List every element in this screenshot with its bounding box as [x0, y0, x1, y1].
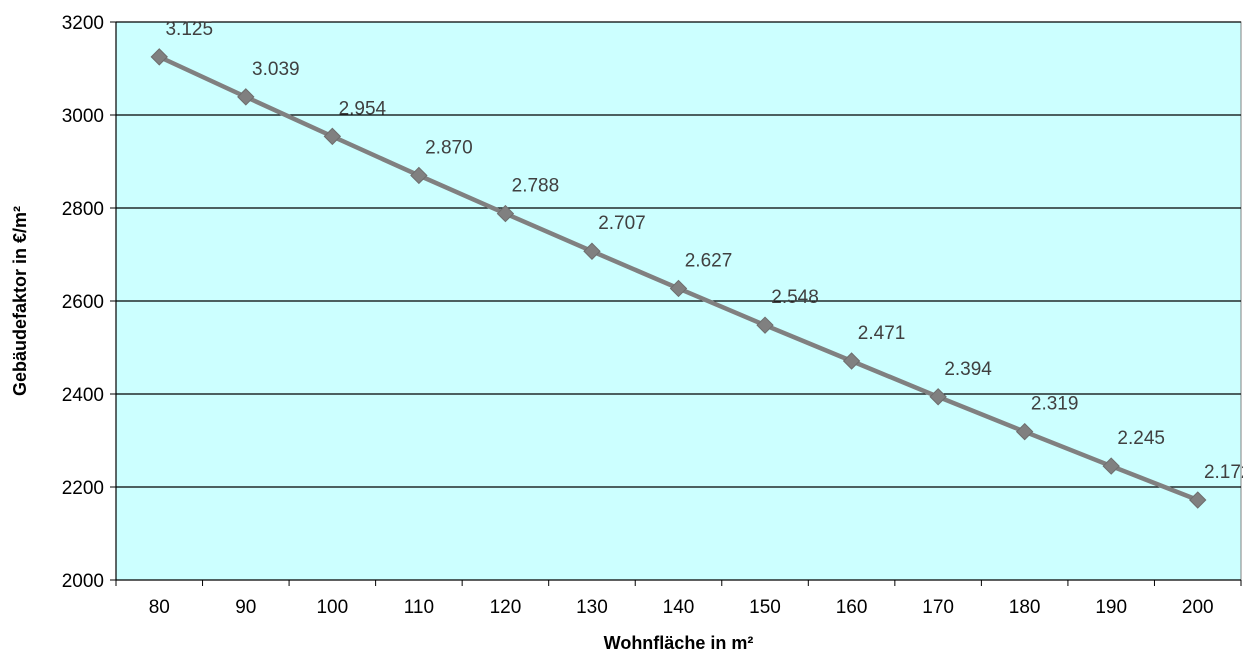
x-axis-title: Wohnfläche in m² [604, 633, 754, 653]
x-tick-label: 170 [922, 597, 954, 618]
data-label: 2.548 [771, 287, 819, 308]
y-tick-label: 3000 [62, 106, 104, 127]
data-label: 2.471 [858, 323, 906, 344]
x-tick-label: 80 [149, 597, 170, 618]
x-tick-label: 120 [490, 597, 522, 618]
data-label: 2.870 [425, 137, 473, 158]
y-axis-tick-labels: 2000 2200 2400 2600 2800 3000 3200 [62, 13, 104, 592]
data-point-marker [323, 127, 342, 146]
gridlines [116, 21, 1241, 488]
x-tick-label: 200 [1182, 597, 1214, 618]
data-label: 2.394 [944, 359, 992, 380]
x-tick-label: 190 [1095, 597, 1127, 618]
data-point-marker [1102, 457, 1120, 475]
data-point-marker [756, 316, 774, 334]
x-axis-tick-labels: 80 90 100 110 120 130 140 150 160 170 180 190 200 [149, 597, 1214, 618]
y-tick-label: 3200 [62, 13, 104, 34]
data-labels: 3.125 3.039 2.954 2.870 2.788 2.707 2.627 2.548… [165, 19, 1243, 483]
data-point-marker [842, 352, 861, 370]
data-point-marker [929, 388, 947, 406]
x-tick-label: 140 [663, 597, 695, 618]
x-tick-label: 160 [836, 597, 868, 618]
y-tick-label: 2800 [62, 199, 104, 220]
data-markers [150, 48, 1207, 509]
x-tick-label: 130 [576, 597, 608, 618]
y-tick-label: 2600 [62, 292, 104, 313]
data-point-marker [583, 242, 601, 260]
x-tick-label: 90 [235, 597, 256, 618]
y-tick-label: 2200 [62, 478, 104, 499]
data-point-marker [150, 48, 168, 66]
x-tick-label: 150 [749, 597, 781, 618]
data-point-marker [237, 88, 255, 106]
y-tick-label: 2000 [62, 571, 104, 592]
y-axis-title: Gebäudefaktor in €/m² [10, 206, 30, 396]
data-label: 2.954 [339, 98, 387, 119]
data-label: 2.627 [685, 250, 733, 271]
data-label: 2.788 [512, 176, 560, 197]
data-point-marker [496, 204, 515, 223]
data-label: 2.319 [1031, 394, 1079, 415]
axes [110, 21, 1242, 586]
x-tick-label: 180 [1009, 597, 1041, 618]
x-tick-label: 110 [404, 597, 434, 618]
data-point-marker [669, 279, 688, 298]
x-tick-label: 100 [316, 597, 348, 618]
data-label: 2.707 [598, 213, 646, 234]
data-label: 2.172 [1204, 462, 1243, 483]
data-point-marker [1015, 422, 1034, 441]
data-point-marker [1189, 491, 1207, 509]
y-tick-label: 2400 [62, 385, 104, 406]
data-point-marker [410, 166, 428, 185]
data-label: 3.125 [165, 19, 213, 40]
data-label: 2.245 [1117, 428, 1165, 449]
data-label: 3.039 [252, 59, 300, 80]
